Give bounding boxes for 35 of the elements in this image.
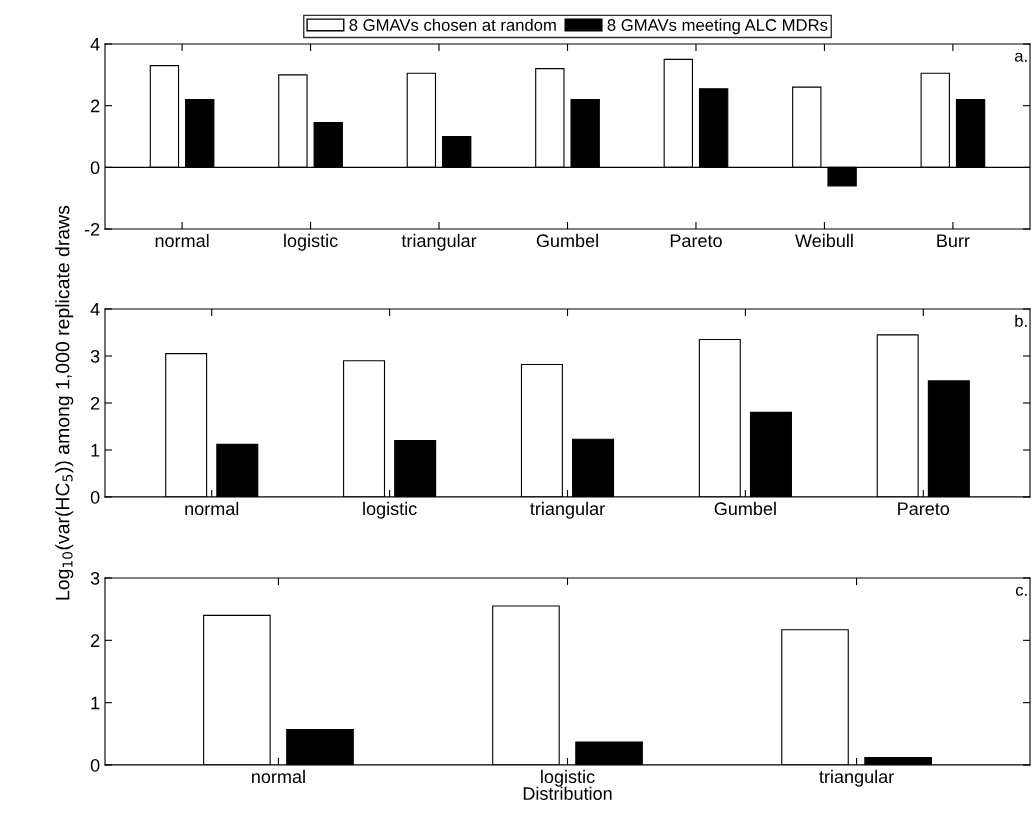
y-tick-label: 2 [91, 99, 100, 113]
y-tick-label: 0 [90, 758, 100, 772]
x-tick-label: Weibull [795, 233, 853, 248]
y-tick-label: 4 [90, 303, 100, 316]
annotation: b. [1015, 314, 1027, 327]
x-axis-title: Distribution [523, 786, 612, 800]
y-axis-title: Log$_{10}$(var(HC$_{5}$)) among 1,000 replicate draws [55, 205, 74, 600]
x-tick-label: triangular [401, 233, 477, 251]
y-tick-label: 2 [91, 634, 100, 647]
legend-label: 8 GMAVs chosen at random [349, 18, 556, 31]
x-tick-label: Gumbel [714, 501, 776, 516]
y-tick-label: 3 [90, 571, 100, 585]
x-tick-label: normal [185, 501, 239, 516]
y-tick-label: -2 [84, 222, 100, 236]
x-tick-label: Gumbel [536, 233, 598, 248]
x-tick-label: Pareto [898, 502, 950, 516]
x-tick-label: logistic [363, 501, 417, 519]
legend-label: 8 GMAVs meeting ALC MDRs [607, 18, 828, 35]
x-tick-label: Pareto [670, 234, 722, 248]
y-tick-label: 2 [91, 396, 100, 410]
y-tick-label: 0 [90, 161, 100, 175]
y-tick-label: 1 [91, 696, 100, 710]
x-tick-label: normal [252, 769, 305, 784]
x-tick-label: logistic [284, 233, 338, 251]
x-tick-label: normal [155, 233, 209, 248]
x-tick-label: triangular [819, 769, 894, 787]
y-tick-label: 0 [90, 490, 100, 504]
annotation: c. [1015, 586, 1027, 596]
y-tick-label: 3 [90, 349, 100, 363]
annotation: a. [1014, 52, 1027, 62]
x-tick-label: triangular [530, 501, 605, 519]
x-tick-label: logistic [541, 769, 595, 787]
y-tick-label: 1 [91, 444, 100, 457]
y-tick-label: 4 [90, 38, 100, 51]
x-tick-label: Burr [937, 234, 970, 248]
